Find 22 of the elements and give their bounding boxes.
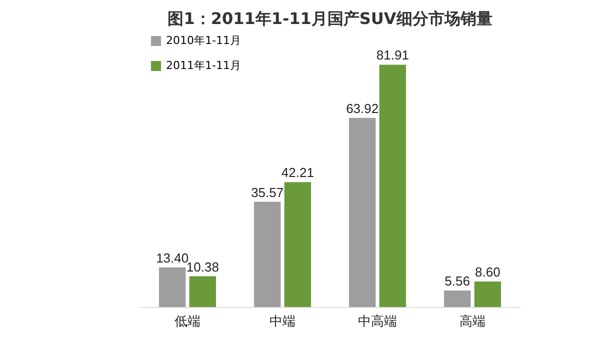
- legend-label: 2011年1-11月: [166, 59, 241, 72]
- bar: [444, 290, 471, 307]
- data-label: 42.21: [281, 165, 314, 180]
- bar: [284, 182, 311, 307]
- data-label: 81.91: [376, 48, 409, 63]
- data-label: 5.56: [444, 274, 470, 289]
- bar: [189, 276, 216, 307]
- x-tick-label: 低端: [174, 314, 200, 330]
- bar: [379, 64, 406, 307]
- data-label: 63.92: [346, 100, 379, 116]
- bar: [254, 202, 281, 307]
- x-tick-label: 中高端: [358, 314, 397, 330]
- chart-title: 图1：2011年1-11月国产SUV细分市场销量: [168, 9, 492, 28]
- x-tick-label: 高端: [460, 314, 486, 330]
- bar: [474, 282, 501, 307]
- data-label: 13.40: [156, 250, 189, 266]
- bar: [159, 267, 186, 307]
- data-label: 8.60: [475, 264, 500, 280]
- legend-label: 2010年1-11月: [166, 34, 241, 47]
- data-label: 35.57: [251, 184, 284, 200]
- x-tick-label: 中端: [270, 314, 296, 330]
- bar: [349, 118, 376, 307]
